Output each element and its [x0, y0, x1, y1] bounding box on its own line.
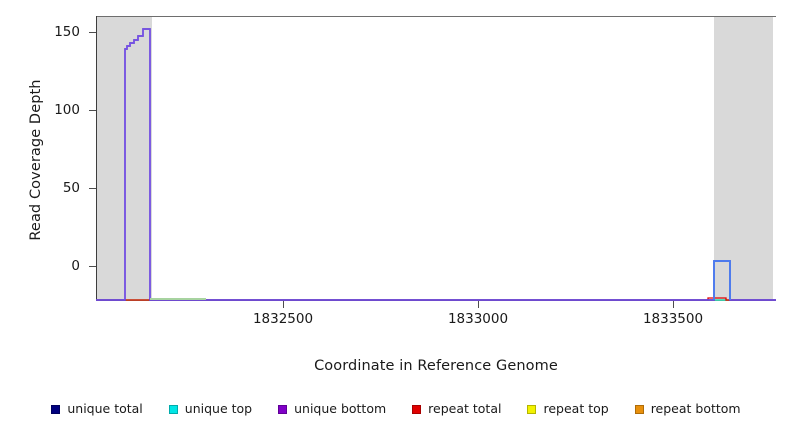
y-tick-mark-0: [89, 266, 96, 267]
x-tick-mark-1833500: [673, 301, 674, 308]
y-tick-label-150: 150: [54, 24, 80, 40]
x-tick-label-1832500: 1832500: [252, 311, 314, 327]
legend-swatch-repeat-top: [527, 404, 537, 414]
y-axis-tick-marks: [89, 16, 96, 301]
legend-item-unique-top: unique top: [168, 400, 253, 416]
y-axis-tick-labels: 150 100 50 0: [34, 16, 80, 301]
y-tick-mark-150: [89, 32, 96, 33]
x-tick-label-1833500: 1833500: [642, 311, 704, 327]
panel-background: [96, 16, 776, 301]
x-axis-title: Coordinate in Reference Genome: [314, 358, 558, 374]
right-peak-overlay: [713, 260, 731, 300]
legend-item-repeat-top: repeat top: [527, 400, 609, 416]
y-tick-label-100: 100: [54, 102, 80, 118]
x-tick-label-1833000: 1833000: [447, 311, 509, 327]
legend-label-repeat-total: repeat total: [428, 400, 502, 416]
panel-frame-top: [96, 16, 776, 17]
legend-swatch-repeat-total: [412, 404, 422, 414]
x-tick-mark-1832500: [283, 301, 284, 308]
legend-label-unique-top: unique top: [184, 400, 253, 416]
x-tick-mark-1833000: [478, 301, 479, 308]
left-masked-region: [96, 17, 152, 300]
legend-swatch-unique-total: [51, 404, 61, 414]
y-tick-mark-100: [89, 110, 96, 111]
legend-label-repeat-bottom: repeat bottom: [650, 400, 741, 416]
panel-frame-left: [96, 16, 97, 301]
series-unique-bottom: [96, 28, 776, 301]
right-masked-region: [714, 17, 773, 300]
x-axis-tick-labels: 1832500 1833000 1833500: [96, 311, 776, 331]
legend-label-unique-bottom: unique bottom: [294, 400, 387, 416]
legend-item-repeat-total: repeat total: [412, 400, 502, 416]
legend-item-repeat-bottom: repeat bottom: [634, 400, 741, 416]
chart-legend: unique total unique top unique bottom re…: [0, 398, 792, 420]
legend-item-unique-bottom: unique bottom: [278, 400, 387, 416]
legend-swatch-unique-top: [168, 404, 178, 414]
legend-swatch-repeat-bottom: [634, 404, 644, 414]
coverage-trace-layer: [96, 28, 776, 301]
legend-label-unique-total: unique total: [67, 400, 143, 416]
legend-label-repeat-top: repeat top: [543, 400, 609, 416]
legend-swatch-unique-bottom: [278, 404, 288, 414]
plot-panel: [96, 16, 776, 301]
series-unique-total: [96, 28, 776, 301]
y-tick-mark-50: [89, 188, 96, 189]
x-axis-tick-marks: [96, 301, 776, 308]
y-tick-label-50: 50: [62, 180, 80, 196]
y-tick-label-0: 0: [71, 258, 80, 274]
legend-item-unique-total: unique total: [51, 400, 143, 416]
